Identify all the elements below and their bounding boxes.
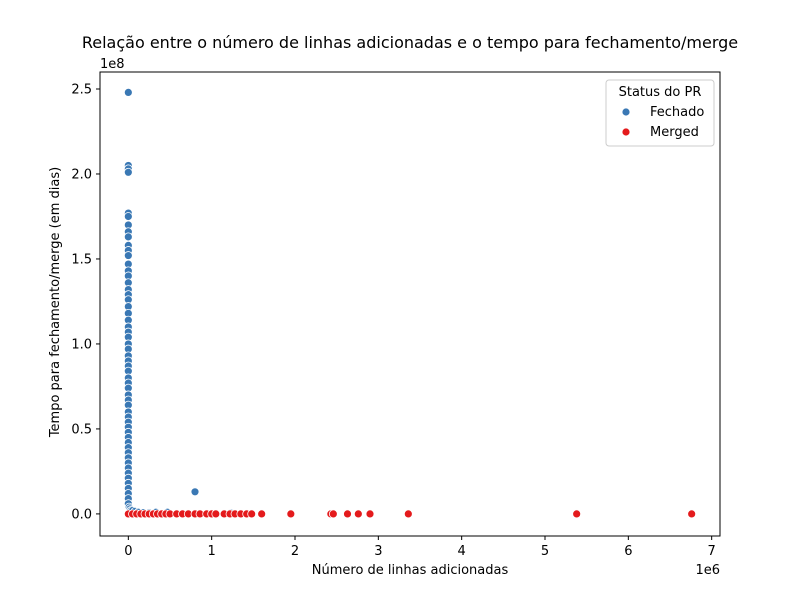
plot-area-frame: [99, 71, 721, 537]
legend-box: [605, 79, 715, 147]
point-merged-32: [403, 509, 413, 519]
x-axis-label: Número de linhas adicionadas: [312, 563, 509, 578]
point-fechado-5: [123, 212, 133, 221]
y-axis-ticks: 0.0 0.5 1.0 1.5 2.0 2.5: [71, 82, 100, 522]
y-offset-label: 1e8: [100, 57, 125, 72]
point-merged-28: [328, 509, 338, 519]
point-merged-18: [211, 509, 221, 519]
point-merged-26: [286, 509, 296, 519]
x-axis-ticks: 0 1 2 3 4 5 6 7: [124, 536, 716, 559]
point-fechado-66: [190, 487, 200, 497]
point-fechado-3: [123, 167, 133, 177]
y-tick-label-4: 2.0: [71, 167, 92, 182]
x-tick-label-6: 6: [624, 544, 632, 559]
x-tick-label-4: 4: [458, 544, 466, 559]
y-axis-label: Tempo para fechamento/merge (em dias): [48, 167, 63, 438]
x-tick-label-0: 0: [124, 544, 132, 559]
x-tick-label-2: 2: [291, 544, 299, 559]
point-merged-25: [257, 509, 267, 519]
y-tick-label-3: 1.5: [71, 252, 92, 267]
point-merged-30: [353, 509, 363, 519]
legend-label-fechado: Fechado: [650, 105, 704, 120]
y-tick-label-2: 1.0: [71, 337, 92, 352]
legend-label-merged: Merged: [650, 125, 699, 140]
legend: Status do PR Fechado Merged: [605, 79, 715, 147]
point-fechado-11: [123, 251, 133, 260]
y-tick-label-5: 2.5: [71, 82, 92, 97]
point-merged-31: [365, 509, 375, 519]
x-offset-label: 1e6: [695, 563, 720, 578]
legend-marker-fechado: [621, 107, 631, 117]
point-merged-29: [343, 509, 352, 519]
points-layer: [123, 87, 697, 519]
point-fechado-0: [123, 87, 133, 97]
chart-title: Relação entre o número de linhas adicion…: [82, 33, 738, 52]
y-tick-label-1: 0.5: [71, 422, 92, 437]
point-fechado-8: [123, 232, 133, 242]
legend-marker-merged: [621, 127, 631, 137]
point-merged-24: [247, 509, 257, 519]
x-tick-label-1: 1: [208, 544, 216, 559]
point-merged-33: [572, 509, 582, 519]
x-tick-label-5: 5: [541, 544, 549, 559]
x-tick-label-7: 7: [708, 544, 716, 559]
legend-title: Status do PR: [619, 85, 702, 100]
point-merged-34: [687, 509, 697, 519]
y-tick-label-0: 0.0: [71, 507, 92, 522]
x-tick-label-3: 3: [374, 544, 382, 559]
